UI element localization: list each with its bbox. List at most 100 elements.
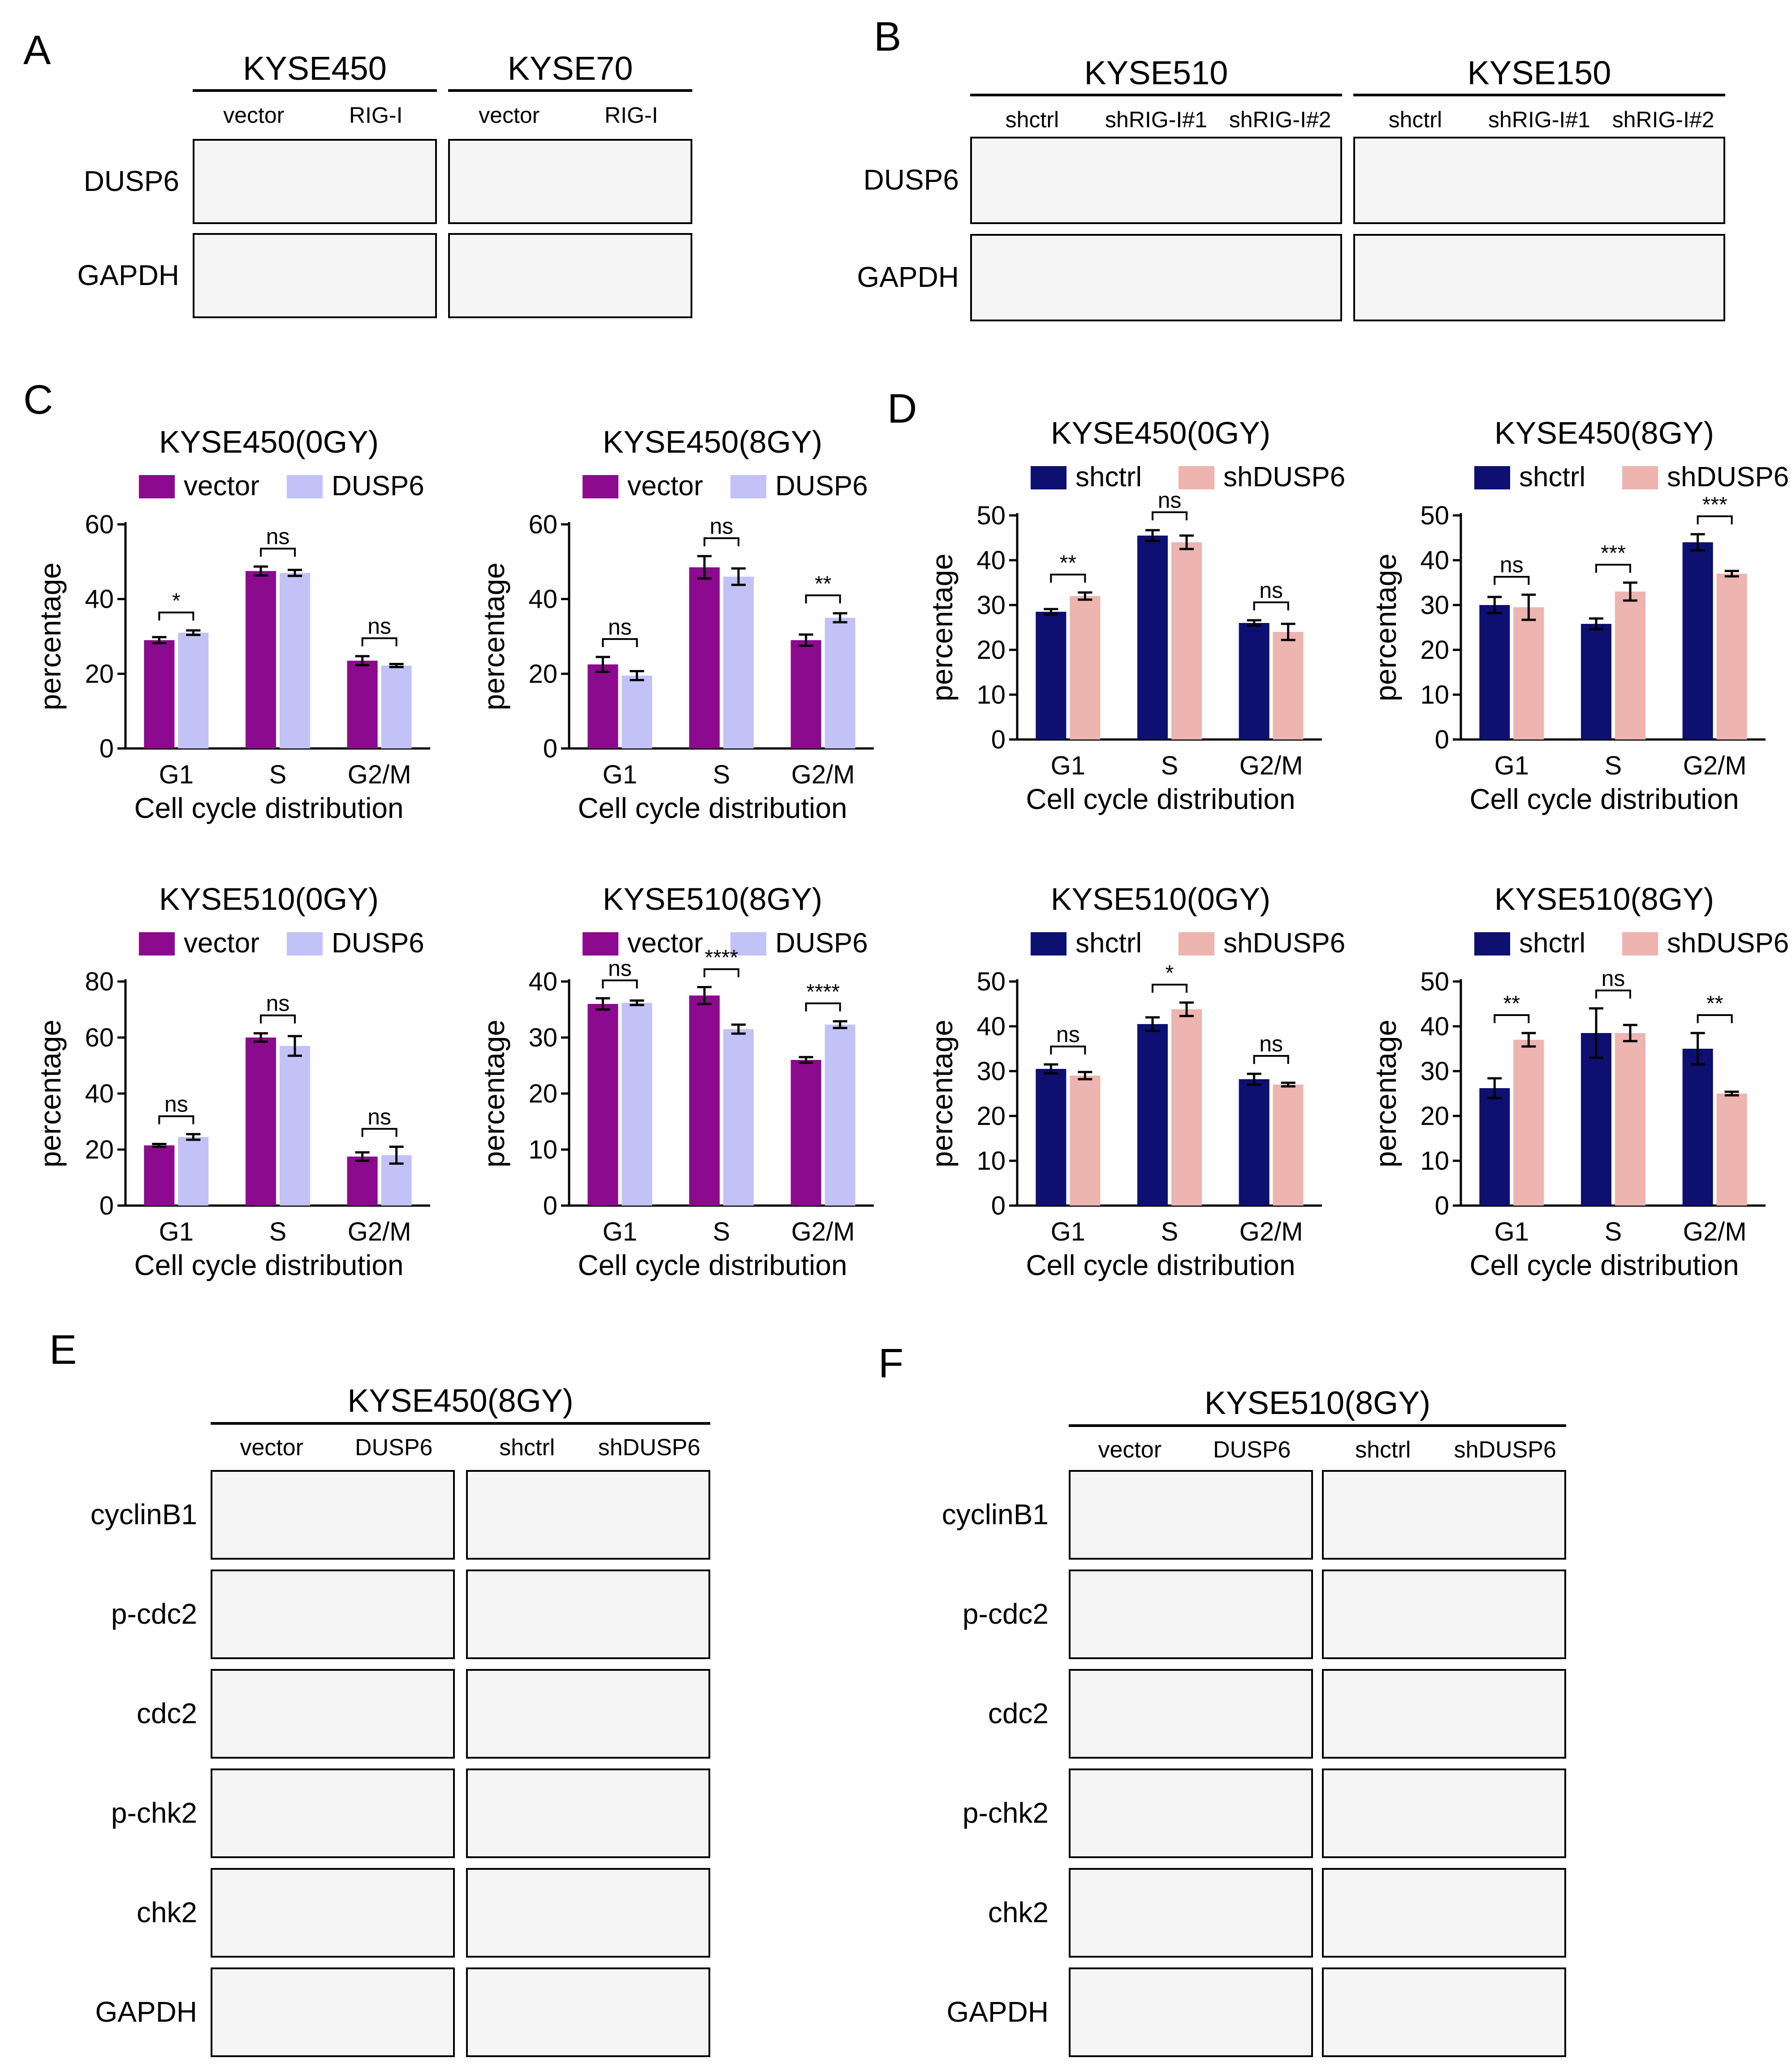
significance-bracket (260, 548, 296, 557)
legend-label: shctrl (1075, 928, 1142, 959)
legend-swatch (1474, 932, 1510, 956)
blot-band (583, 170, 677, 193)
significance-label: ** (1503, 992, 1520, 1016)
legend-swatch (287, 475, 323, 498)
legend-swatch (139, 475, 175, 498)
blot-row-label: DUSP6 (83, 164, 179, 197)
legend-label: shDUSP6 (1667, 462, 1789, 493)
blot-band (328, 170, 422, 193)
significance-bracket (1697, 1014, 1733, 1023)
significance-bracket (1253, 1055, 1289, 1064)
bar-shctrl (1137, 536, 1168, 739)
bar-vector (790, 640, 821, 748)
significance-bracket (1697, 515, 1733, 524)
blot-cell-line: KYSE450 (243, 50, 387, 87)
significance-bracket (602, 979, 638, 989)
y-tick-label: 30 (976, 1057, 1006, 1086)
y-tick-label: 0 (991, 725, 1006, 754)
blot-band (1108, 266, 1204, 289)
blot-header-rule (193, 89, 437, 92)
blot-box-gapdh (193, 233, 437, 318)
blot-box-dusp6 (1353, 137, 1725, 224)
y-tick-label: 20 (85, 659, 114, 688)
blot-band (1457, 2000, 1551, 2024)
blot-box-cyclinb1 (1069, 1470, 1313, 1560)
x-tick-label: G2/M (1239, 1217, 1303, 1246)
blot-band (346, 1503, 440, 1527)
blot-lane-label: shDUSP6 (598, 1435, 700, 1461)
x-tick-label: G2/M (1683, 1217, 1747, 1246)
panel-letter-e: E (49, 1327, 77, 1373)
blot-band (1614, 266, 1710, 289)
y-tick-label: 40 (976, 1012, 1006, 1041)
significance-bracket (1494, 576, 1530, 585)
y-tick-label: 20 (1420, 1102, 1449, 1131)
blot-box-gapdh (1069, 1967, 1313, 2057)
significance-label: ns (1056, 1022, 1080, 1047)
blot-lane-label: RIG-I (605, 103, 658, 128)
bar-dusp6 (723, 576, 754, 748)
significance-label: ns (608, 614, 632, 640)
blot-box-gapdh (1353, 234, 1725, 321)
bar-vector (587, 1004, 618, 1206)
y-tick-label: 50 (976, 967, 1006, 996)
bar-vector (246, 571, 276, 748)
y-axis-label: percentage (477, 1020, 510, 1167)
blot-band (346, 1602, 440, 1626)
blot-band (226, 1602, 320, 1626)
blot-band (1337, 1702, 1431, 1726)
significance-bracket (704, 968, 739, 977)
significance-label: ns (1158, 488, 1182, 513)
blot-cell-line: KYSE70 (507, 50, 633, 87)
bar-vector (689, 567, 720, 748)
blot-title: KYSE510(8GY) (1204, 1385, 1431, 1421)
blot-band (1084, 1801, 1178, 1825)
bar-shctrl (1682, 1049, 1713, 1206)
x-tick-label: S (713, 760, 730, 789)
blot-cell-line: KYSE150 (1467, 54, 1611, 91)
blot-box-cdc2 (1069, 1669, 1313, 1759)
bar-dusp6 (381, 666, 412, 748)
legend-swatch (139, 932, 175, 956)
y-tick-label: 50 (1420, 967, 1449, 996)
blot-lane-label: vector (479, 103, 540, 128)
y-tick-label: 50 (1420, 501, 1449, 530)
blot-header-rule (1353, 93, 1725, 96)
blot-band (1231, 266, 1327, 289)
legend-swatch (287, 932, 323, 956)
blot-box-p-cdc2 (1069, 1569, 1313, 1659)
y-tick-label: 20 (976, 1102, 1006, 1131)
blot-band (1204, 1602, 1298, 1626)
blot-row-label: GAPDH (95, 1995, 197, 2028)
panel-letter-c: C (23, 377, 53, 423)
blot-band (1204, 1801, 1298, 1825)
legend-swatch (583, 932, 618, 956)
x-axis-label: Cell cycle distribution (1469, 783, 1739, 815)
legend-swatch (1031, 932, 1067, 956)
legend-label: shctrl (1519, 928, 1585, 959)
bar-vector (587, 664, 618, 748)
blot-band (1457, 1602, 1551, 1626)
x-axis-label: Cell cycle distribution (578, 1249, 847, 1281)
blot-row-label: cyclinB1 (90, 1498, 197, 1531)
blot-band (481, 1503, 575, 1527)
bar-dusp6 (280, 1046, 310, 1206)
blot-box-p-cdc2 (211, 1569, 455, 1659)
legend-label: vector (184, 928, 259, 959)
y-tick-label: 10 (1420, 680, 1449, 709)
significance-label: ns (266, 524, 290, 549)
blot-band (226, 1801, 320, 1825)
blot-band (601, 1901, 695, 1925)
bar-dusp6 (178, 632, 209, 748)
y-tick-label: 10 (528, 1135, 557, 1164)
blot-band (985, 266, 1081, 289)
bar-shdusp6 (1171, 542, 1202, 739)
bar-dusp6 (280, 573, 310, 748)
significance-label: ** (1706, 992, 1723, 1016)
blot-band (1084, 1602, 1178, 1626)
significance-label: *** (1601, 541, 1626, 565)
blot-band (1457, 1503, 1551, 1527)
blot-band (1337, 1901, 1431, 1925)
blot-row-label: chk2 (136, 1896, 197, 1928)
y-tick-label: 0 (543, 1191, 557, 1220)
